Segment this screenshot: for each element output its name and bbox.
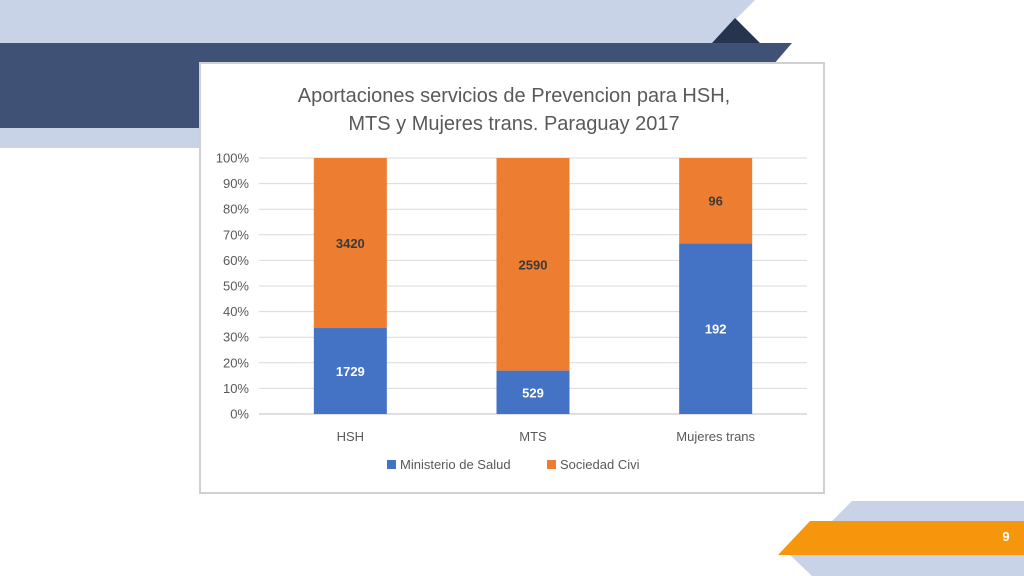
y-axis-ticks: 0% 10% 20% 30% 40% 50% 60% 70% 80% 90% 100% bbox=[216, 151, 250, 422]
x-category-label: Mujeres trans bbox=[676, 429, 755, 444]
bottom-light-band bbox=[832, 501, 1024, 521]
bottom-dark-corner bbox=[790, 555, 1024, 576]
data-label: 1729 bbox=[336, 364, 365, 379]
y-tick-label: 0% bbox=[230, 407, 249, 422]
bar-segment bbox=[496, 158, 570, 371]
x-axis-categories: HSH MTS Mujeres trans bbox=[337, 429, 756, 444]
x-category-label: MTS bbox=[519, 429, 547, 444]
chart-title-line-1: Aportaciones servicios de Prevencion par… bbox=[298, 85, 730, 107]
stacked-bar-chart: Aportaciones servicios de Prevencion par… bbox=[216, 85, 807, 472]
page-number: 9 bbox=[1002, 529, 1010, 544]
legend: Ministerio de Salud Sociedad Civi bbox=[387, 457, 640, 472]
bar-segment bbox=[496, 370, 570, 414]
y-tick-label: 80% bbox=[223, 202, 249, 217]
chart-frame: Aportaciones servicios de Prevencion par… bbox=[199, 62, 825, 494]
bar-segment bbox=[679, 158, 753, 244]
y-tick-label: 100% bbox=[216, 151, 250, 166]
top-accent-triangle bbox=[712, 18, 760, 43]
chart-title-line-2: MTS y Mujeres trans. Paraguay 2017 bbox=[348, 113, 679, 135]
y-tick-label: 60% bbox=[223, 253, 249, 268]
data-label: 529 bbox=[522, 385, 544, 400]
legend-label: Sociedad Civi bbox=[560, 457, 640, 472]
bar-segment bbox=[679, 243, 753, 414]
y-tick-label: 40% bbox=[223, 304, 249, 319]
y-tick-label: 10% bbox=[223, 381, 249, 396]
bars bbox=[313, 158, 753, 414]
y-tick-label: 70% bbox=[223, 227, 249, 242]
legend-label: Ministerio de Salud bbox=[400, 457, 511, 472]
legend-swatch bbox=[387, 460, 396, 469]
bar-segment bbox=[313, 328, 387, 414]
data-label: 3420 bbox=[336, 236, 365, 251]
top-light-band bbox=[0, 0, 755, 43]
data-label: 96 bbox=[708, 194, 722, 209]
y-tick-label: 30% bbox=[223, 330, 249, 345]
data-label: 2590 bbox=[519, 257, 548, 272]
bottom-orange-ribbon bbox=[778, 521, 1024, 555]
data-label: 192 bbox=[705, 322, 727, 337]
y-tick-label: 50% bbox=[223, 279, 249, 294]
y-tick-label: 20% bbox=[223, 355, 249, 370]
x-category-label: HSH bbox=[337, 429, 364, 444]
data-labels: 1729 3420 529 2590 192 96 bbox=[336, 194, 727, 401]
legend-swatch bbox=[547, 460, 556, 469]
bar-segment bbox=[313, 158, 387, 329]
y-tick-label: 90% bbox=[223, 176, 249, 191]
